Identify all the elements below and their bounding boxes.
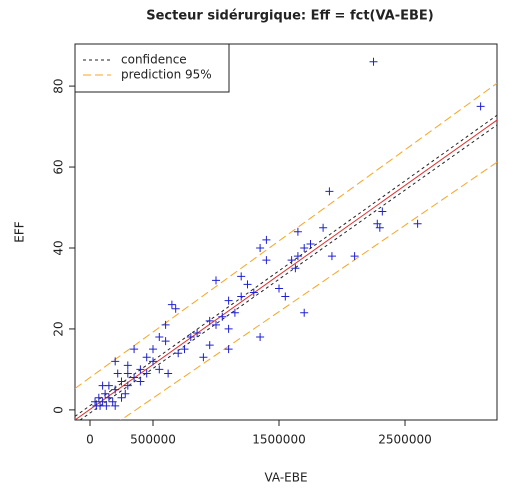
- point: [111, 357, 120, 366]
- point: [161, 337, 170, 346]
- point: [98, 397, 107, 406]
- x-tick-label: 2500000: [378, 433, 431, 447]
- plot-frame: [74, 43, 498, 421]
- point: [123, 361, 132, 370]
- point: [205, 341, 214, 350]
- band-line: [75, 82, 497, 389]
- point: [136, 365, 145, 374]
- band-line: [120, 161, 497, 420]
- point: [130, 373, 139, 382]
- x-tick-label: 0: [86, 433, 94, 447]
- point: [186, 333, 195, 342]
- point: [130, 345, 139, 354]
- point: [218, 312, 227, 321]
- legend-label: confidence: [121, 53, 187, 67]
- point: [249, 288, 258, 297]
- point: [91, 397, 100, 406]
- point: [319, 223, 328, 232]
- point: [350, 252, 359, 261]
- point: [193, 328, 202, 337]
- point: [243, 280, 252, 289]
- point: [287, 256, 296, 265]
- point: [102, 401, 111, 410]
- y-tick-label: 60: [52, 159, 66, 174]
- point: [111, 385, 120, 394]
- point: [121, 389, 130, 398]
- point: [148, 357, 157, 366]
- point: [104, 393, 113, 402]
- point: [275, 284, 284, 293]
- x-tick-label: 500000: [130, 433, 176, 447]
- y-tick-label: 0: [52, 406, 66, 414]
- point: [205, 316, 214, 325]
- legend-box: [74, 43, 230, 93]
- point: [262, 235, 271, 244]
- point: [224, 345, 233, 354]
- legend-label: prediction 95%: [121, 68, 212, 82]
- point: [281, 292, 290, 301]
- y-tick-label: 80: [52, 78, 66, 93]
- point: [136, 377, 145, 386]
- point: [224, 324, 233, 333]
- point: [94, 393, 103, 402]
- point: [123, 369, 132, 378]
- point: [369, 57, 378, 66]
- point: [306, 239, 315, 248]
- point: [256, 243, 265, 252]
- point: [174, 349, 183, 358]
- point: [378, 207, 387, 216]
- point: [108, 397, 117, 406]
- point: [291, 264, 300, 273]
- plot-area: [75, 57, 497, 420]
- point: [164, 369, 173, 378]
- point: [212, 320, 221, 329]
- fit-line: [75, 119, 497, 420]
- point: [199, 353, 208, 362]
- point: [237, 292, 246, 301]
- point: [300, 308, 309, 317]
- band-line: [75, 114, 497, 417]
- band-line: [79, 124, 497, 420]
- y-axis-label: EFF: [13, 221, 27, 242]
- point: [92, 401, 101, 410]
- x-axis-label: VA-EBE: [264, 471, 307, 485]
- x-tick-label: 1500000: [252, 433, 305, 447]
- point: [155, 365, 164, 374]
- point: [148, 345, 157, 354]
- point: [155, 333, 164, 342]
- point: [413, 219, 422, 228]
- point: [476, 102, 485, 111]
- point: [142, 369, 151, 378]
- y-tick-label: 20: [52, 321, 66, 336]
- chart-title: Secteur sidérurgique: Eff = fct(VA-EBE): [146, 9, 434, 24]
- point: [111, 401, 120, 410]
- point: [171, 304, 180, 313]
- point: [180, 345, 189, 354]
- y-tick-label: 40: [52, 240, 66, 255]
- point: [325, 187, 334, 196]
- point: [161, 320, 170, 329]
- point: [101, 389, 110, 398]
- point: [293, 227, 302, 236]
- point: [256, 333, 265, 342]
- point: [237, 272, 246, 281]
- point: [113, 369, 122, 378]
- point: [117, 393, 126, 402]
- point: [327, 252, 336, 261]
- point: [123, 381, 132, 390]
- point: [230, 308, 239, 317]
- point: [224, 296, 233, 305]
- point: [262, 256, 271, 265]
- point: [117, 377, 126, 386]
- point: [300, 243, 309, 252]
- point: [167, 300, 176, 309]
- point: [375, 223, 384, 232]
- point: [212, 276, 221, 285]
- point: [293, 252, 302, 261]
- point: [98, 381, 107, 390]
- point: [142, 353, 151, 362]
- point: [373, 219, 382, 228]
